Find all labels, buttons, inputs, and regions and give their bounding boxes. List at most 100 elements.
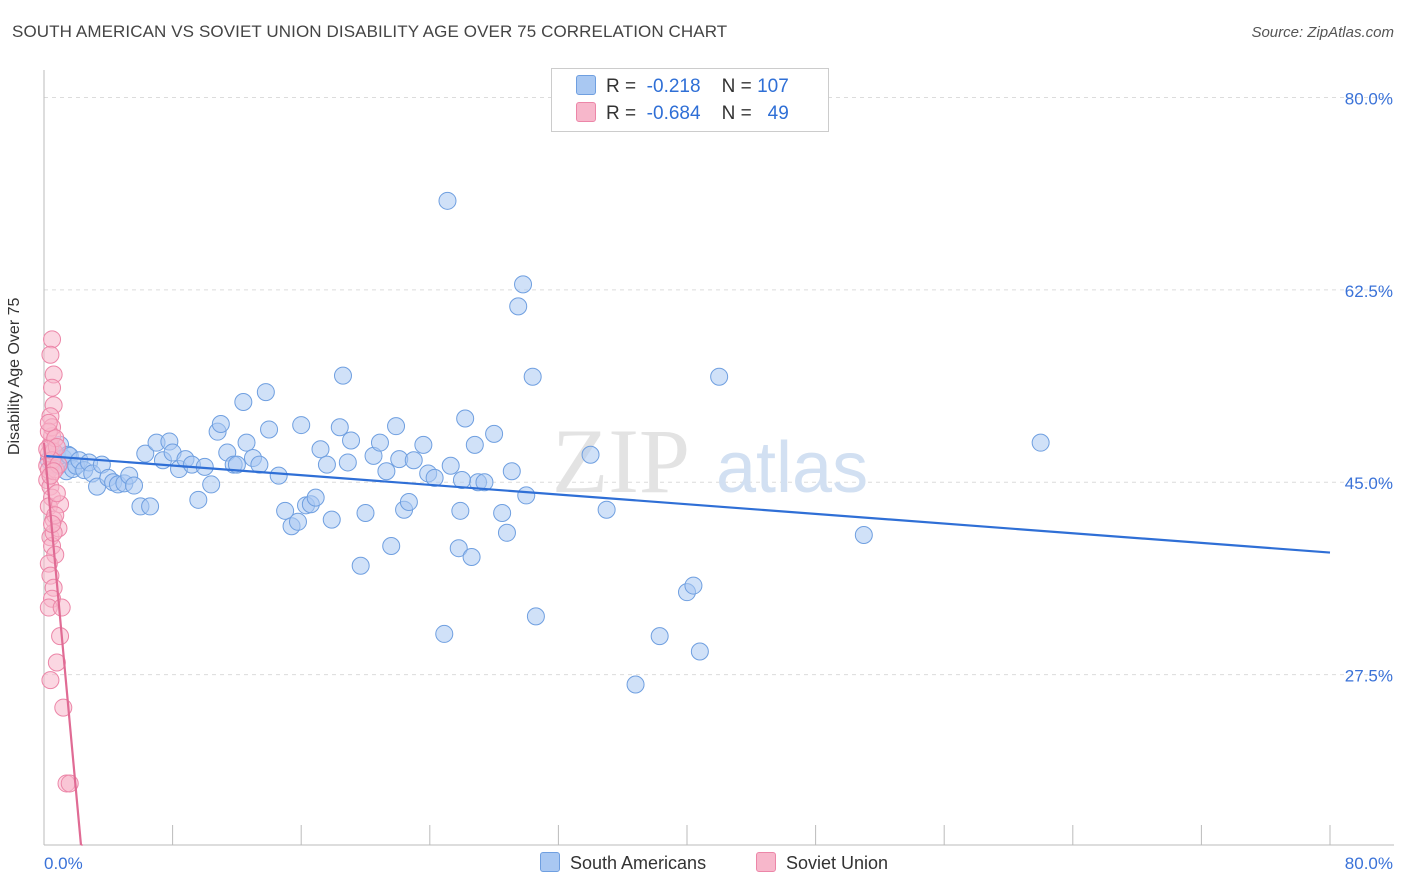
data-point bbox=[41, 345, 60, 364]
data-point bbox=[43, 330, 62, 349]
data-point bbox=[526, 607, 545, 626]
bottom-legend-label: Soviet Union bbox=[786, 853, 889, 873]
data-point bbox=[276, 501, 295, 520]
trend-line bbox=[43, 454, 1331, 554]
data-point bbox=[38, 440, 57, 459]
data-point bbox=[399, 493, 418, 512]
data-point bbox=[449, 539, 468, 558]
watermark-atlas: atlas bbox=[716, 428, 868, 508]
data-point bbox=[497, 523, 516, 542]
data-point bbox=[523, 367, 542, 386]
data-point bbox=[382, 536, 401, 555]
data-point bbox=[351, 556, 370, 575]
data-point bbox=[125, 476, 144, 495]
data-point bbox=[189, 490, 208, 509]
data-point bbox=[333, 366, 352, 385]
data-point bbox=[256, 383, 275, 402]
data-point bbox=[260, 420, 279, 439]
data-point bbox=[517, 486, 536, 505]
data-point bbox=[1031, 433, 1050, 452]
data-point bbox=[269, 466, 288, 485]
source-credit: Source: ZipAtlas.com bbox=[1251, 24, 1394, 41]
data-point bbox=[338, 453, 357, 472]
data-point bbox=[39, 413, 58, 432]
series-south-americans bbox=[39, 191, 1050, 694]
legend-n-value: 107 bbox=[757, 76, 789, 97]
data-point bbox=[414, 435, 433, 454]
data-point bbox=[475, 473, 494, 492]
bottom-legend-swatch-blue bbox=[540, 852, 560, 872]
x-tick-label: 80.0% bbox=[1345, 854, 1393, 873]
data-point bbox=[356, 504, 375, 523]
chart-title: SOUTH AMERICAN VS SOVIET UNION DISABILIT… bbox=[12, 22, 728, 41]
data-point bbox=[451, 501, 470, 520]
bottom-legend-soviet-union: Soviet Union bbox=[756, 852, 888, 874]
data-point bbox=[597, 500, 616, 519]
bottom-legend-label: South Americans bbox=[570, 853, 707, 873]
y-tick-label: 27.5% bbox=[1345, 667, 1393, 686]
trend-lines bbox=[42, 442, 1331, 846]
data-point bbox=[710, 367, 729, 386]
grid-lines bbox=[44, 96, 1394, 676]
data-point bbox=[441, 456, 460, 475]
data-point bbox=[292, 416, 311, 435]
data-point bbox=[342, 431, 361, 450]
data-point bbox=[227, 455, 246, 474]
legend-row-soviet-union: R = -0.684 N = 49 bbox=[576, 102, 789, 125]
data-point bbox=[52, 598, 71, 617]
data-point bbox=[387, 417, 406, 436]
watermark: ZIP atlas bbox=[552, 410, 868, 512]
data-point bbox=[684, 576, 703, 595]
data-point bbox=[322, 510, 341, 529]
legend-swatch-blue bbox=[576, 75, 596, 95]
data-point bbox=[136, 444, 155, 463]
legend-row-south-americans: R = -0.218 N = 107 bbox=[576, 75, 789, 98]
y-tick-label: 45.0% bbox=[1345, 474, 1393, 493]
data-point bbox=[581, 445, 600, 464]
bottom-legend-swatch-pink bbox=[756, 852, 776, 872]
data-point bbox=[650, 627, 669, 646]
trend-line bbox=[42, 442, 83, 846]
legend-n-value: 49 bbox=[767, 103, 789, 124]
data-point bbox=[485, 424, 504, 443]
data-point bbox=[435, 624, 454, 643]
data-point bbox=[330, 418, 349, 437]
x-tick-label: 0.0% bbox=[44, 854, 83, 873]
data-point bbox=[456, 409, 475, 428]
data-point bbox=[438, 191, 457, 210]
data-point bbox=[311, 440, 330, 459]
legend-n-label: N = bbox=[721, 76, 752, 97]
y-tick-label: 80.0% bbox=[1345, 89, 1393, 108]
data-point bbox=[141, 497, 160, 516]
data-point bbox=[509, 297, 528, 316]
legend-r-label: R = bbox=[606, 76, 637, 97]
legend: R = -0.218 N = 107 R = -0.684 N = 49 bbox=[551, 68, 829, 132]
legend-r-value: -0.684 bbox=[646, 103, 701, 124]
data-point bbox=[404, 451, 423, 470]
legend-n-label: N = bbox=[721, 103, 752, 124]
data-point bbox=[370, 433, 389, 452]
data-point bbox=[854, 526, 873, 544]
data-point bbox=[43, 378, 62, 397]
data-point bbox=[452, 471, 471, 490]
data-point bbox=[502, 462, 521, 481]
data-point bbox=[462, 547, 481, 566]
y-tick-label: 62.5% bbox=[1345, 282, 1393, 301]
data-point bbox=[51, 627, 70, 646]
data-point bbox=[288, 512, 307, 531]
data-point bbox=[377, 462, 396, 481]
data-point bbox=[234, 392, 253, 411]
legend-r-label: R = bbox=[606, 103, 637, 124]
data-point bbox=[41, 466, 60, 485]
legend-r-value: -0.218 bbox=[646, 76, 701, 97]
data-point bbox=[626, 675, 645, 694]
data-point bbox=[690, 642, 709, 661]
data-point bbox=[47, 484, 66, 503]
data-point bbox=[514, 275, 533, 294]
tick-labels: 27.5% 45.0% 62.5% 80.0% 0.0% 80.0% bbox=[44, 89, 1393, 873]
data-point bbox=[41, 671, 60, 690]
data-point bbox=[465, 435, 484, 454]
data-point bbox=[47, 653, 66, 672]
data-point bbox=[202, 475, 221, 494]
